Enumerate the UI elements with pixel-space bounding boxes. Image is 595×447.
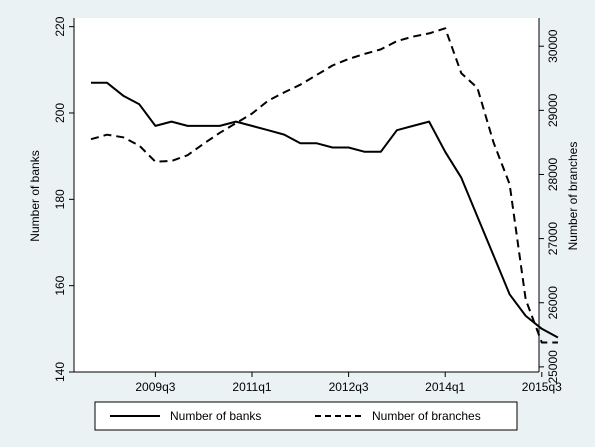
right-axis-title: Number of branches	[566, 142, 580, 251]
right-tick-label: 27000	[546, 222, 560, 256]
right-tick-label: 29000	[546, 93, 560, 127]
left-axis-ticks: 140 160 180 200 220	[53, 16, 74, 382]
legend-label-branches: Number of branches	[372, 409, 481, 423]
x-tick-label: 2009q3	[135, 380, 175, 394]
right-axis-ticks: 25000 26000 27000 28000 29000 30000	[539, 29, 560, 384]
left-tick-label: 200	[53, 103, 67, 123]
left-tick-label: 140	[53, 362, 67, 382]
right-tick-label: 25000	[546, 350, 560, 384]
right-tick-label: 30000	[546, 29, 560, 63]
left-tick-label: 180	[53, 189, 67, 209]
left-tick-label: 220	[53, 16, 67, 36]
legend-box	[94, 401, 518, 431]
left-tick-label: 160	[53, 275, 67, 295]
legend: Number of banks Number of branches	[94, 401, 518, 431]
x-tick-label: 2012q3	[329, 380, 369, 394]
left-axis-title: Number of banks	[28, 150, 42, 241]
legend-label-banks: Number of banks	[170, 409, 261, 423]
series-group	[90, 27, 559, 344]
x-tick-label: 2015q3	[522, 380, 562, 394]
x-axis-ticks: 2009q3 2011q1 2012q3 2014q1 2015q3	[135, 372, 562, 394]
right-tick-label: 26000	[546, 286, 560, 320]
series-line-banks	[91, 81, 559, 339]
x-tick-label: 2014q1	[425, 380, 465, 394]
right-tick-label: 28000	[546, 157, 560, 191]
x-tick-label: 2011q1	[232, 380, 271, 394]
plot-area	[74, 18, 539, 372]
